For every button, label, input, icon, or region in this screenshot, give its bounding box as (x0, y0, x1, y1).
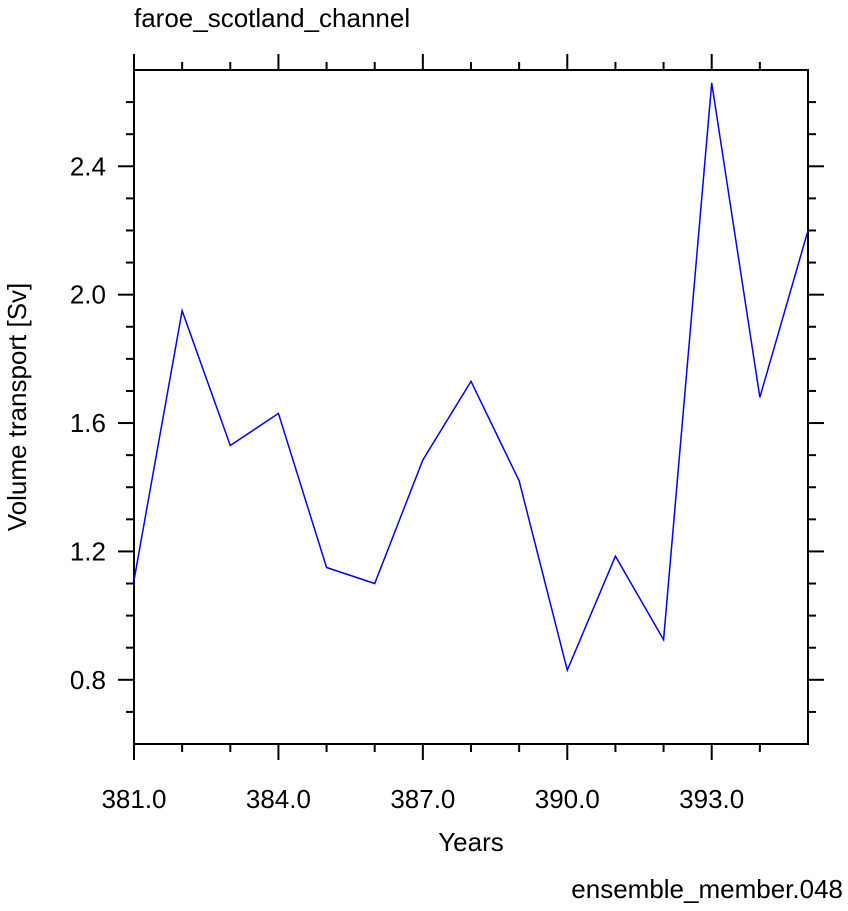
chart-title: faroe_scotland_channel (134, 3, 410, 33)
x-tick-label: 393.0 (679, 784, 744, 814)
y-tick-label: 0.8 (70, 665, 106, 695)
y-tick-label: 2.0 (70, 280, 106, 310)
x-tick-label: 381.0 (101, 784, 166, 814)
x-tick-label: 387.0 (390, 784, 455, 814)
plot-frame (133, 69, 809, 745)
y-tick-label: 1.6 (70, 408, 106, 438)
data-line (133, 82, 809, 673)
x-tick-label: 390.0 (535, 784, 600, 814)
y-tick-label: 1.2 (70, 536, 106, 566)
x-axis-label: Years (438, 827, 504, 857)
y-tick-label: 2.4 (70, 151, 106, 181)
y-axis-label: Volume transport [Sv] (2, 283, 32, 532)
annotation: ensemble_member.048 (571, 874, 843, 904)
x-tick-label: 384.0 (246, 784, 311, 814)
